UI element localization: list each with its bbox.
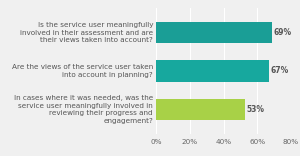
Text: 67%: 67% bbox=[270, 66, 289, 76]
Bar bbox=[156, 61, 269, 81]
Bar bbox=[156, 22, 272, 43]
Bar bbox=[156, 99, 245, 120]
Text: 69%: 69% bbox=[274, 28, 292, 37]
Text: Is the service user meaningfully
involved in their assessment and are
their view: Is the service user meaningfully involve… bbox=[20, 22, 153, 43]
Text: Are the views of the service user taken
into account in planning?: Are the views of the service user taken … bbox=[12, 64, 153, 78]
Text: In cases where it was needed, was the
service user meaningfully involved in
revi: In cases where it was needed, was the se… bbox=[14, 95, 153, 124]
Text: 53%: 53% bbox=[247, 105, 265, 114]
